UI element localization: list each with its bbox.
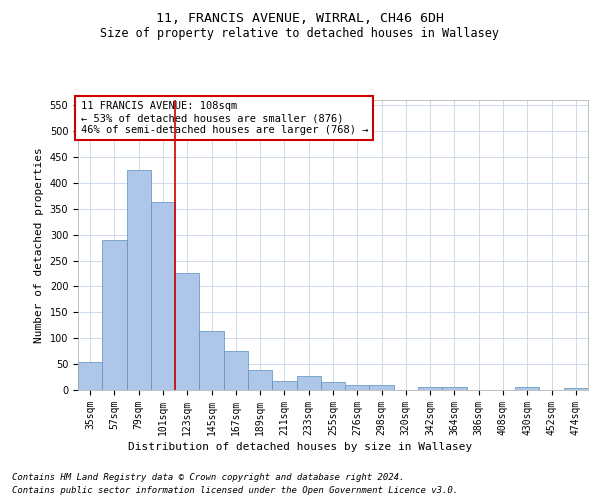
Bar xyxy=(345,385,370,390)
Bar xyxy=(248,370,272,390)
Y-axis label: Number of detached properties: Number of detached properties xyxy=(34,147,44,343)
Text: Size of property relative to detached houses in Wallasey: Size of property relative to detached ho… xyxy=(101,28,499,40)
Bar xyxy=(102,240,127,390)
Text: 11, FRANCIS AVENUE, WIRRAL, CH46 6DH: 11, FRANCIS AVENUE, WIRRAL, CH46 6DH xyxy=(156,12,444,26)
Text: Distribution of detached houses by size in Wallasey: Distribution of detached houses by size … xyxy=(128,442,472,452)
Bar xyxy=(175,274,199,390)
Bar xyxy=(199,332,224,390)
Bar xyxy=(564,388,588,390)
Bar xyxy=(442,388,467,390)
Bar xyxy=(515,388,539,390)
Text: 11 FRANCIS AVENUE: 108sqm
← 53% of detached houses are smaller (876)
46% of semi: 11 FRANCIS AVENUE: 108sqm ← 53% of detac… xyxy=(80,102,368,134)
Bar xyxy=(224,351,248,390)
Bar xyxy=(418,388,442,390)
Bar xyxy=(272,381,296,390)
Text: Contains public sector information licensed under the Open Government Licence v3: Contains public sector information licen… xyxy=(12,486,458,495)
Bar xyxy=(321,382,345,390)
Bar xyxy=(151,202,175,390)
Bar xyxy=(370,385,394,390)
Bar xyxy=(296,376,321,390)
Text: Contains HM Land Registry data © Crown copyright and database right 2024.: Contains HM Land Registry data © Crown c… xyxy=(12,472,404,482)
Bar xyxy=(127,170,151,390)
Bar xyxy=(78,362,102,390)
